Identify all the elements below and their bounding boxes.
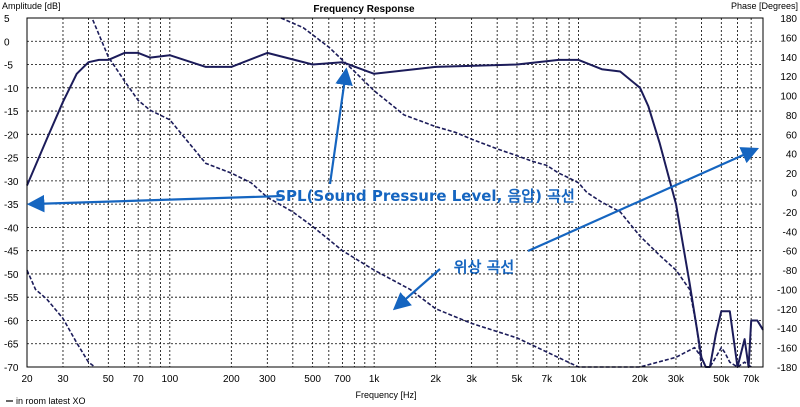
y-right-tick-label: -140 bbox=[777, 324, 797, 335]
x-tick-label: 30k bbox=[668, 374, 685, 385]
y-right-tick-label: 80 bbox=[786, 111, 798, 122]
y-left-tick-label: -15 bbox=[4, 107, 19, 118]
x-tick-label: 70 bbox=[133, 374, 145, 385]
y-left-tick-label: -45 bbox=[4, 247, 19, 258]
y-left-axis-label: Amplitude [dB] bbox=[2, 1, 61, 11]
phase-curve-1 bbox=[92, 19, 752, 368]
y-left-tick-label: -60 bbox=[4, 316, 19, 327]
legend-label: in room latest XO bbox=[16, 396, 86, 406]
spl-arrow-up bbox=[328, 67, 353, 185]
phase-arrow-left bbox=[392, 268, 441, 311]
spl-annotation-label: SPL(Sound Pressure Level, 음압) 곡선 bbox=[275, 187, 575, 205]
x-tick-label: 20 bbox=[21, 374, 33, 385]
x-tick-label: 50k bbox=[713, 374, 730, 385]
y-left-tick-label: -10 bbox=[4, 84, 19, 95]
grid-lines bbox=[27, 18, 763, 367]
spl-arrow-left bbox=[26, 194, 284, 213]
y-left-tick-label: -40 bbox=[4, 223, 19, 234]
x-axis-label: Frequency [Hz] bbox=[355, 390, 416, 400]
y-right-tick-label: 20 bbox=[786, 169, 798, 180]
legend: in room latest XO bbox=[6, 396, 86, 406]
spl-curve bbox=[26, 51, 764, 368]
x-tick-label: 20k bbox=[632, 374, 649, 385]
x-tick-label: 700 bbox=[334, 374, 351, 385]
y-right-tick-label: 120 bbox=[780, 72, 797, 83]
series-lines bbox=[26, 17, 764, 368]
y-right-tick-label: -100 bbox=[777, 285, 797, 296]
y-left-tick-label: -5 bbox=[4, 61, 13, 72]
x-tick-label: 3k bbox=[466, 374, 478, 385]
phase-curve-3 bbox=[26, 269, 96, 368]
chart-title: Frequency Response bbox=[313, 4, 415, 15]
y-left-tick-label: -25 bbox=[4, 154, 19, 165]
y-right-tick-label: -180 bbox=[777, 363, 797, 374]
y-left-tick-label: -65 bbox=[4, 340, 19, 351]
y-right-tick-label: -120 bbox=[777, 305, 797, 316]
y-right-tick-label: 0 bbox=[791, 189, 797, 200]
y-left-tick-label: -30 bbox=[4, 177, 19, 188]
y-right-tick-label: 40 bbox=[786, 150, 798, 161]
x-tick-label: 30 bbox=[57, 374, 69, 385]
phase-curve-2 bbox=[280, 17, 703, 368]
phase-annotation-label: 위상 곡선 bbox=[454, 258, 514, 276]
y-left-tick-label: -20 bbox=[4, 130, 19, 141]
x-tick-label: 10k bbox=[570, 374, 587, 385]
tick-labels: 20 30 50 70 100 200 300 500 700 1k 2k 3k 5k 7k 10k 20k 3… bbox=[4, 14, 797, 385]
y-right-tick-label: 160 bbox=[780, 33, 797, 44]
x-tick-label: 500 bbox=[304, 374, 321, 385]
y-right-tick-label: -80 bbox=[783, 266, 798, 277]
y-right-axis-label: Phase [Degrees] bbox=[731, 1, 798, 11]
y-left-tick-label: -35 bbox=[4, 200, 19, 211]
y-right-tick-label: -160 bbox=[777, 344, 797, 355]
y-right-tick-label: 60 bbox=[786, 130, 798, 141]
x-tick-label: 7k bbox=[542, 374, 554, 385]
x-tick-label: 5k bbox=[512, 374, 524, 385]
phase-arrow-right bbox=[527, 147, 760, 253]
y-left-tick-label: -55 bbox=[4, 293, 19, 304]
x-tick-label: 100 bbox=[161, 374, 178, 385]
y-right-tick-label: 180 bbox=[780, 14, 797, 25]
y-left-tick-label: -70 bbox=[4, 363, 19, 374]
plot-frame bbox=[26, 17, 764, 368]
y-left-tick-label: 5 bbox=[4, 14, 10, 25]
x-tick-label: 1k bbox=[369, 374, 381, 385]
x-tick-label: 300 bbox=[259, 374, 276, 385]
y-right-tick-label: 140 bbox=[780, 53, 797, 64]
x-tick-label: 2k bbox=[430, 374, 442, 385]
y-left-tick-label: -50 bbox=[4, 270, 19, 281]
y-left-tick-label: 0 bbox=[4, 37, 10, 48]
x-tick-label: 50 bbox=[103, 374, 115, 385]
y-right-tick-label: -40 bbox=[783, 227, 798, 238]
x-tick-label: 200 bbox=[223, 374, 240, 385]
y-right-tick-label: 100 bbox=[780, 92, 797, 103]
y-right-tick-label: -20 bbox=[783, 208, 798, 219]
x-tick-label: 70k bbox=[743, 374, 760, 385]
y-right-tick-label: -60 bbox=[783, 247, 798, 258]
